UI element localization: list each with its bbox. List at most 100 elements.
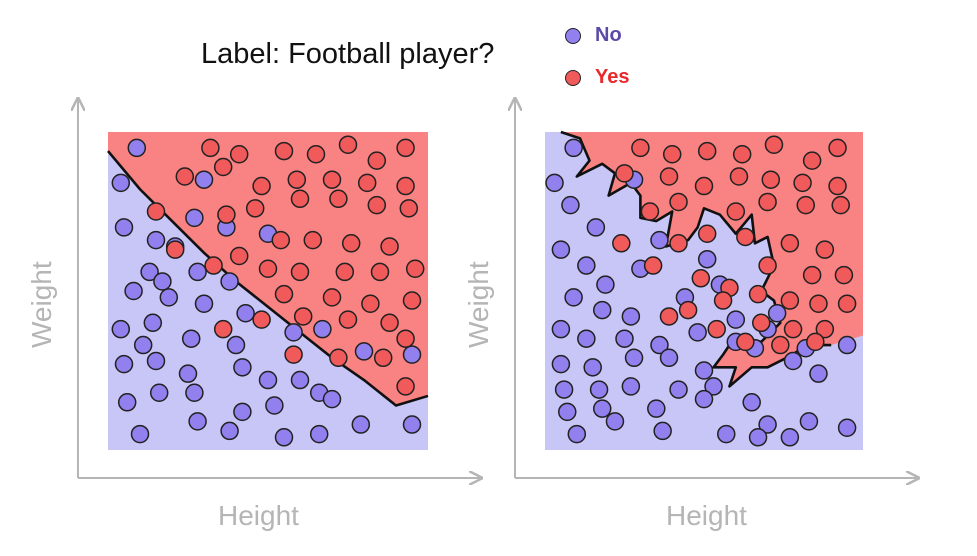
point-yes xyxy=(396,176,415,196)
point-yes xyxy=(736,332,755,352)
point-yes xyxy=(828,176,847,196)
point-yes xyxy=(213,157,233,177)
point-no xyxy=(402,415,422,434)
linear-boundary-plot xyxy=(78,100,480,478)
point-no xyxy=(650,230,669,250)
point-yes xyxy=(691,269,711,288)
point-yes xyxy=(659,307,679,326)
point-yes xyxy=(669,234,688,253)
point-no xyxy=(146,230,166,250)
point-no xyxy=(185,383,204,403)
point-no xyxy=(226,335,246,355)
point-no xyxy=(653,421,672,441)
point-no xyxy=(551,319,571,339)
point-no xyxy=(809,364,828,383)
point-no xyxy=(236,304,255,323)
point-no xyxy=(220,272,239,291)
point-yes xyxy=(396,377,415,396)
legend-item-yes: Yes xyxy=(565,66,629,89)
point-no xyxy=(309,424,329,444)
point-yes xyxy=(357,173,377,193)
point-no xyxy=(742,393,761,412)
point-no xyxy=(551,240,571,259)
point-no xyxy=(780,428,800,447)
decision-boundary xyxy=(560,130,832,388)
point-no xyxy=(194,170,214,189)
point-no xyxy=(577,329,596,348)
point-no xyxy=(185,208,204,228)
point-no xyxy=(783,351,803,371)
point-yes xyxy=(678,300,698,320)
point-yes xyxy=(229,145,249,164)
point-yes xyxy=(771,335,790,355)
point-no xyxy=(694,389,714,409)
point-no xyxy=(146,351,166,371)
point-yes xyxy=(748,284,768,304)
point-no xyxy=(567,424,587,444)
point-yes xyxy=(697,141,717,161)
point-yes xyxy=(252,176,271,196)
point-yes xyxy=(834,265,854,285)
point-yes xyxy=(796,195,816,215)
point-no xyxy=(258,370,278,390)
point-yes xyxy=(793,173,812,193)
point-no xyxy=(127,138,147,158)
point-yes xyxy=(662,145,682,164)
point-no xyxy=(799,412,819,431)
point-yes xyxy=(380,313,399,333)
point-yes xyxy=(252,310,271,329)
point-yes xyxy=(303,230,323,250)
x-axis-label-right: Height xyxy=(666,500,747,531)
point-yes xyxy=(659,167,679,186)
point-no xyxy=(717,424,736,444)
point-no xyxy=(274,428,294,447)
point-yes xyxy=(335,262,355,282)
point-no xyxy=(605,412,625,431)
point-no xyxy=(181,329,201,348)
point-yes xyxy=(758,192,777,212)
point-no xyxy=(758,415,777,434)
point-yes xyxy=(217,205,236,224)
point-yes xyxy=(815,240,835,259)
point-yes xyxy=(669,192,688,212)
point-yes xyxy=(245,199,265,218)
point-no xyxy=(114,354,134,374)
point-yes xyxy=(229,246,249,266)
point-no xyxy=(592,300,612,320)
point-yes xyxy=(361,294,380,313)
point-no xyxy=(624,348,644,368)
point-no xyxy=(402,345,422,364)
point-no xyxy=(589,380,609,399)
point-yes xyxy=(729,167,749,186)
point-no xyxy=(659,348,679,368)
point-no xyxy=(558,402,577,422)
point-yes xyxy=(338,310,358,329)
point-yes xyxy=(165,240,185,259)
point-yes xyxy=(329,348,348,368)
point-no xyxy=(313,319,332,339)
legend-label-no: No xyxy=(595,24,622,46)
point-no xyxy=(621,307,641,326)
point-yes xyxy=(806,332,825,352)
point-yes xyxy=(322,288,342,307)
point-no xyxy=(694,361,714,380)
point-no xyxy=(130,424,150,444)
point-no xyxy=(647,399,666,418)
point-yes xyxy=(322,170,342,189)
point-yes xyxy=(758,256,777,275)
y-axis-label-left: Weight xyxy=(26,261,57,348)
point-yes xyxy=(736,227,755,247)
point-yes xyxy=(201,138,220,158)
point-yes xyxy=(213,319,233,339)
point-yes xyxy=(287,170,307,189)
point-yes xyxy=(329,189,348,209)
point-no xyxy=(767,304,787,323)
legend-item-no: No xyxy=(565,24,622,47)
point-no xyxy=(233,402,252,422)
legend-label-yes: Yes xyxy=(595,66,630,88)
point-yes xyxy=(612,234,631,253)
point-yes xyxy=(780,234,800,253)
point-no xyxy=(265,396,284,415)
point-yes xyxy=(399,199,419,218)
point-no xyxy=(153,272,172,291)
